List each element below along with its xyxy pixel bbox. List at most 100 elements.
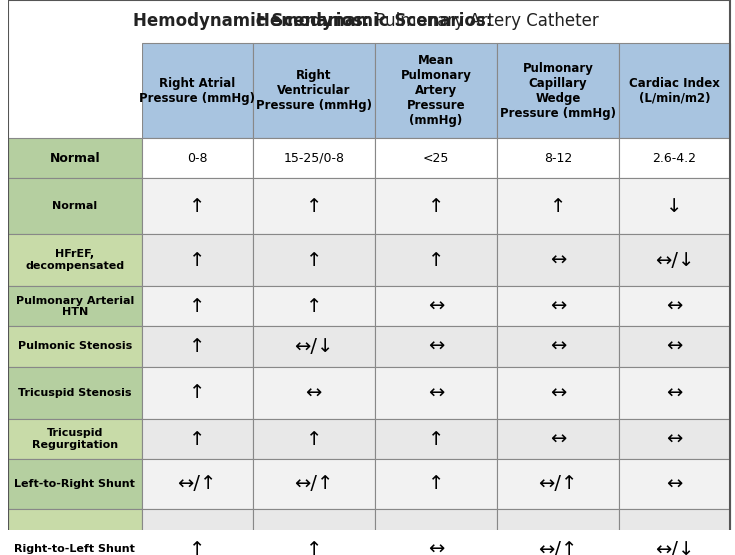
Bar (375, 326, 497, 366)
Text: ↑: ↑ (550, 196, 566, 216)
Text: ↑: ↑ (428, 196, 444, 216)
Text: Cardiac Index
(L/min/m2): Cardiac Index (L/min/m2) (629, 77, 720, 105)
Text: ↔: ↔ (667, 297, 683, 316)
Text: ↔/↓: ↔/↓ (655, 251, 695, 270)
Bar (253, 509, 375, 555)
Bar (253, 138, 375, 179)
Text: Right-to-Left Shunt: Right-to-Left Shunt (15, 544, 135, 554)
Bar (497, 326, 619, 366)
Bar (8, 286, 142, 326)
Text: ↔/↓: ↔/↓ (655, 540, 695, 555)
Bar (375, 43, 497, 138)
Text: ↔/↑: ↔/↑ (294, 475, 334, 493)
Text: ↑: ↑ (189, 297, 205, 316)
Bar (619, 419, 730, 459)
Text: ↔: ↔ (428, 384, 444, 402)
Text: ↔: ↔ (428, 297, 444, 316)
Text: ↑: ↑ (428, 475, 444, 493)
Text: ↑: ↑ (428, 251, 444, 270)
Text: ↑: ↑ (428, 430, 444, 448)
Bar (142, 179, 253, 234)
Bar (142, 43, 253, 138)
Text: Hemodynamic Scenarios:: Hemodynamic Scenarios: (133, 12, 369, 30)
Text: <25: <25 (423, 152, 449, 165)
Bar (253, 459, 375, 509)
Bar (375, 419, 497, 459)
Bar (375, 366, 497, 419)
Text: ↑: ↑ (306, 540, 322, 555)
Bar (619, 179, 730, 234)
Bar (497, 286, 619, 326)
Bar (497, 366, 619, 419)
Bar (8, 459, 142, 509)
Bar (8, 234, 142, 286)
Bar (619, 459, 730, 509)
Text: ↔: ↔ (550, 384, 566, 402)
Text: ↑: ↑ (306, 430, 322, 448)
Text: Mean
Pulmonary
Artery
Pressure
(mmHg): Mean Pulmonary Artery Pressure (mmHg) (401, 54, 471, 127)
Bar (142, 326, 253, 366)
Bar (253, 234, 375, 286)
Bar (142, 509, 253, 555)
Bar (142, 459, 253, 509)
Text: ↔: ↔ (667, 384, 683, 402)
Bar (253, 179, 375, 234)
Bar (375, 459, 497, 509)
Text: Tricuspid Stenosis: Tricuspid Stenosis (18, 388, 132, 398)
Bar (497, 43, 619, 138)
Bar (253, 366, 375, 419)
Text: Pulmonary
Capillary
Wedge
Pressure (mmHg): Pulmonary Capillary Wedge Pressure (mmHg… (500, 62, 616, 120)
Text: ↔: ↔ (667, 430, 683, 448)
Bar (497, 234, 619, 286)
Bar (8, 419, 142, 459)
Text: Left-to-Right Shunt: Left-to-Right Shunt (15, 479, 135, 489)
Bar (619, 366, 730, 419)
Bar (375, 234, 497, 286)
Bar (8, 43, 142, 138)
Bar (142, 138, 253, 179)
Bar (142, 286, 253, 326)
Text: ↑: ↑ (306, 251, 322, 270)
Text: ↑: ↑ (189, 540, 205, 555)
Text: 2.6-4.2: 2.6-4.2 (653, 152, 697, 165)
Text: ↔: ↔ (667, 337, 683, 356)
Text: 15-25/0-8: 15-25/0-8 (283, 152, 344, 165)
Bar (619, 326, 730, 366)
Text: ↑: ↑ (306, 297, 322, 316)
Bar (8, 138, 142, 179)
Text: Normal: Normal (49, 152, 100, 165)
Text: ↔/↑: ↔/↑ (538, 540, 578, 555)
Text: ↔/↑: ↔/↑ (538, 475, 578, 493)
Text: ↔/↑: ↔/↑ (177, 475, 217, 493)
Bar (497, 179, 619, 234)
Text: ↔: ↔ (550, 337, 566, 356)
Text: 0-8: 0-8 (187, 152, 207, 165)
Text: ↔: ↔ (428, 540, 444, 555)
Text: Right
Ventricular
Pressure (mmHg): Right Ventricular Pressure (mmHg) (256, 69, 372, 112)
Bar (497, 459, 619, 509)
Text: ↔: ↔ (550, 430, 566, 448)
Text: Hemodynamic Scenarios:: Hemodynamic Scenarios: (256, 12, 492, 30)
Text: ↔: ↔ (306, 384, 322, 402)
Text: ↔/↓: ↔/↓ (294, 337, 334, 356)
Bar (142, 366, 253, 419)
Text: ↔: ↔ (428, 337, 444, 356)
Bar (253, 43, 375, 138)
Text: ↑: ↑ (189, 337, 205, 356)
Bar (619, 43, 730, 138)
Bar (497, 419, 619, 459)
Text: ↔: ↔ (550, 251, 566, 270)
Bar (619, 286, 730, 326)
Text: Pulmonary Arterial
HTN: Pulmonary Arterial HTN (15, 296, 134, 317)
Bar (142, 419, 253, 459)
Text: ↑: ↑ (189, 430, 205, 448)
Bar (375, 286, 497, 326)
Text: Tricuspid
Regurgitation: Tricuspid Regurgitation (32, 428, 118, 450)
Bar (8, 179, 142, 234)
Bar (375, 179, 497, 234)
Text: ↔: ↔ (550, 297, 566, 316)
Bar (619, 234, 730, 286)
Bar (8, 326, 142, 366)
Bar (375, 509, 497, 555)
Bar (253, 419, 375, 459)
